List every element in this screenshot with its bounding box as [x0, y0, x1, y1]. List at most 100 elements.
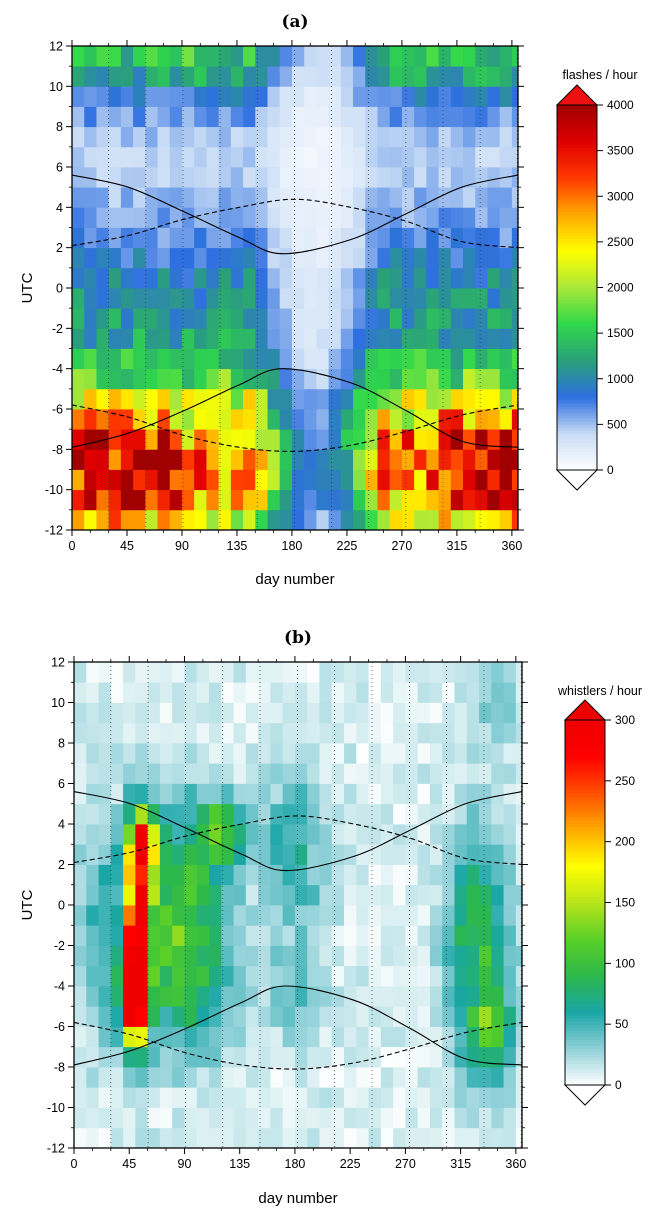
heatmap-cell	[96, 187, 110, 208]
heatmap-cell	[194, 126, 207, 148]
heatmap-cell	[291, 86, 305, 107]
heatmap-cell	[147, 1046, 161, 1068]
heatmap-cell	[331, 1107, 345, 1129]
heatmap-cell	[356, 1026, 369, 1048]
heatmap-cell	[245, 722, 259, 744]
heatmap-cell	[294, 662, 308, 683]
heatmap-cell	[72, 187, 85, 208]
heatmap-cell	[184, 743, 198, 764]
colorbar-segment	[557, 217, 597, 222]
heatmap-cell	[267, 146, 281, 168]
heatmap-cell	[206, 106, 220, 128]
colorbar-segment	[557, 336, 597, 340]
colorbar-segment	[565, 1015, 605, 1019]
heatmap-cell	[74, 925, 87, 946]
heatmap-cell	[233, 722, 247, 744]
heatmap-cell	[159, 884, 173, 906]
heatmap-cell	[84, 167, 97, 188]
heatmap-cell	[279, 348, 293, 370]
heatmap-cell	[328, 469, 342, 491]
heatmap-cell	[377, 368, 391, 390]
heatmap-cell	[515, 965, 523, 987]
heatmap-cell	[110, 1127, 124, 1149]
heatmap-cell	[442, 702, 455, 724]
heatmap-cell	[344, 783, 357, 805]
heatmap-cell	[491, 682, 504, 703]
heatmap-cell	[319, 844, 333, 865]
heatmap-cell	[96, 207, 110, 228]
heatmap-cell	[194, 388, 207, 410]
colorbar-segment	[565, 923, 605, 928]
heatmap-cell	[463, 449, 476, 470]
heatmap-cell	[454, 1026, 468, 1048]
colorbar-segment	[557, 138, 597, 142]
heatmap-cell	[145, 288, 158, 309]
heatmap-cell	[196, 844, 210, 865]
heatmap-cell	[401, 429, 415, 450]
heatmap-cell	[194, 46, 207, 67]
curve-solid-lower	[73, 985, 523, 1066]
heatmap-cell	[405, 1127, 419, 1149]
heatmap-cell	[108, 429, 122, 450]
heatmap-cell	[368, 986, 382, 1007]
x-tick-label: 45	[122, 1157, 136, 1171]
heatmap-cell	[108, 469, 122, 491]
heatmap-cell	[243, 227, 256, 249]
heatmap-cell	[304, 469, 317, 491]
heatmap-cell	[393, 803, 406, 825]
colorbar-segment	[557, 406, 597, 410]
heatmap-cell	[282, 1046, 296, 1068]
heatmap-cell	[331, 1006, 345, 1027]
heatmap-cell	[145, 46, 158, 67]
heatmap-cell	[491, 1026, 504, 1048]
heatmap-cell	[340, 409, 354, 430]
heatmap-cell	[270, 844, 284, 865]
heatmap-cell	[86, 1006, 99, 1027]
heatmap-cell	[135, 1046, 149, 1068]
heatmap-cell	[291, 288, 305, 309]
heatmap-cell	[282, 824, 296, 845]
heatmap-cell	[245, 864, 259, 886]
heatmap-cell	[454, 783, 468, 805]
heatmap-cell	[340, 388, 354, 410]
heatmap-cell	[120, 227, 134, 249]
heatmap-cell	[503, 1127, 517, 1149]
heatmap-cell	[417, 702, 431, 724]
heatmap-cell	[267, 86, 281, 107]
heatmap-cell	[194, 489, 207, 511]
heatmap-cell	[72, 146, 85, 168]
heatmap-cell	[110, 763, 124, 784]
heatmap-cell	[221, 662, 234, 683]
heatmap-cell	[491, 783, 504, 805]
heatmap-cell	[503, 682, 517, 703]
colorbar-segment	[565, 823, 605, 827]
colorbar-segment	[557, 457, 597, 462]
heatmap-cell	[291, 267, 305, 289]
heatmap-cell	[479, 1087, 492, 1108]
heatmap-cell	[221, 803, 234, 825]
colorbar-segment	[557, 150, 597, 155]
colorbar-segment	[565, 771, 605, 776]
heatmap-cell	[438, 126, 452, 148]
heatmap-cell	[74, 682, 87, 703]
heatmap-cell	[72, 247, 85, 269]
heatmap-cell	[466, 986, 480, 1007]
heatmap-cell	[438, 449, 452, 470]
heatmap-cell	[98, 824, 112, 845]
colorbar-segment	[557, 397, 597, 401]
heatmap-cell	[487, 348, 501, 370]
heatmap-cell	[328, 146, 342, 168]
heatmap-cell	[181, 328, 195, 349]
heatmap-cell	[377, 267, 391, 289]
heatmap-cell	[291, 126, 305, 148]
curve-dashed-lower	[71, 404, 519, 452]
heatmap-cell	[108, 46, 122, 67]
colorbar-segment	[557, 427, 597, 431]
heatmap-cell	[389, 146, 403, 168]
heatmap-cell	[169, 66, 183, 87]
heatmap-cell	[438, 328, 452, 349]
heatmap-cell	[245, 925, 259, 946]
heatmap-cell	[389, 328, 403, 349]
colorbar-segment	[565, 835, 605, 840]
x-tick-label: 90	[175, 539, 189, 553]
